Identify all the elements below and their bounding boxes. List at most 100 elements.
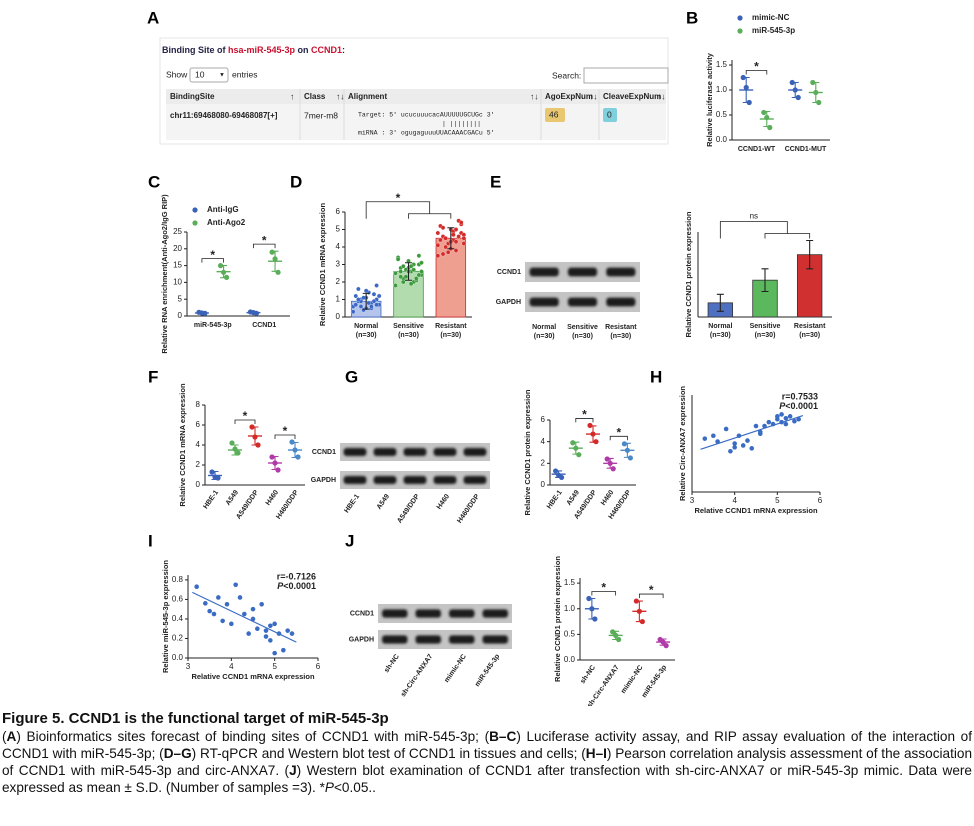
page-size-select[interactable] [189, 67, 229, 83]
y-tick-label: 20 [173, 244, 182, 253]
legend-swatch [737, 15, 743, 21]
x-tick-sublabel: (n=30) [755, 332, 776, 339]
caption-panel: B–C [489, 729, 517, 744]
point [356, 297, 361, 302]
x-tick-label: Normal [708, 323, 732, 330]
y-tick-label: 6 [336, 207, 341, 216]
point [233, 582, 238, 588]
point [242, 611, 247, 617]
header[interactable]: AgoExpNum [545, 92, 593, 101]
blot-band [567, 267, 598, 277]
x-tick-sublabel: (n=30) [440, 332, 461, 339]
x-tick-label: 6 [316, 662, 321, 671]
blot-band [482, 635, 508, 644]
point [775, 414, 780, 419]
x-tick-sublabel: (n=30) [710, 332, 731, 339]
x-tick-label: A549 [225, 489, 240, 507]
pairing: | |||||||| [442, 121, 481, 128]
x-tick-label: Sensitive [750, 323, 781, 330]
header[interactable]: Alignment [348, 92, 387, 101]
blot-lane-label: H460 [436, 493, 451, 511]
legend-swatch [192, 207, 198, 213]
point [371, 298, 377, 304]
blot-band [373, 476, 397, 484]
significance-label: * [283, 424, 288, 438]
y-tick-label: 3 [336, 260, 341, 269]
y-tick-label: 25 [173, 227, 182, 236]
point [416, 272, 422, 278]
point [711, 433, 716, 439]
search-box[interactable] [583, 67, 669, 84]
point [796, 416, 801, 422]
y-tick-label: 6 [196, 420, 201, 429]
error-bar [588, 597, 596, 620]
blot-row-label: GAPDH [311, 477, 336, 484]
point [435, 253, 441, 258]
header[interactable]: BindingSite [170, 92, 215, 101]
title-part: Binding Site of [162, 45, 228, 55]
blot-band [529, 267, 559, 277]
point [783, 415, 789, 421]
bracket [274, 434, 296, 439]
point [289, 631, 295, 636]
point [363, 288, 369, 293]
point [350, 309, 356, 314]
point [207, 608, 212, 614]
point [414, 276, 419, 281]
header[interactable]: Class [304, 92, 326, 101]
panel-letter: B [686, 8, 698, 27]
point [702, 436, 708, 441]
y-axis-label: Relative CCND1 mRNA expression [318, 203, 327, 327]
blot-lane-label: miR-545-3p [474, 653, 501, 688]
point [203, 601, 208, 606]
blot-lane-sublabel: (n=30) [572, 333, 593, 340]
blot-band [529, 297, 559, 307]
point [403, 274, 409, 279]
point [435, 242, 441, 248]
significance-label: * [210, 248, 215, 262]
blot-band [382, 609, 408, 618]
legend-label: miR-545-3p [752, 26, 795, 35]
table-title: Binding Site of hsa-miR-545-3p on CCND1: [162, 45, 345, 55]
sub-bracket [408, 213, 452, 219]
y-tick-label: 6 [541, 415, 546, 424]
ago-badge [545, 108, 565, 122]
point [440, 225, 446, 230]
legend-swatch [737, 28, 743, 34]
chart: D 0 1 2 3 4 5 6 Relative CCND1 mRNA expression No… [290, 172, 472, 339]
error-bar [251, 426, 259, 446]
error-bar [806, 239, 814, 270]
blot-band [415, 609, 441, 618]
entries-label: entries [232, 69, 258, 79]
caption-text: <0.05.. [333, 780, 376, 795]
caption-panel: D–G [163, 746, 192, 761]
x-tick-label: Sensitive [393, 323, 424, 330]
y-tick-label: 1.5 [716, 60, 728, 69]
blot-lane-label: Resistant [605, 324, 637, 331]
bracket [609, 435, 628, 441]
x-tick-label: HBE-1 [546, 489, 564, 510]
blot-lane-label: sh-Circ-ANXA7 [400, 653, 435, 698]
x-tick-label: 6 [818, 496, 823, 505]
significance-label: * [396, 191, 401, 205]
point [211, 611, 217, 617]
point [276, 631, 282, 636]
panel-letter: J [345, 531, 354, 550]
blot-strip [378, 630, 512, 649]
x-tick-label: CCND1 [252, 322, 276, 329]
error-bar [589, 425, 597, 443]
point [259, 601, 264, 607]
caption-text: ) Pearson correlation analysis assessmen… [2, 746, 972, 778]
point [272, 621, 277, 627]
header[interactable]: CleaveExpNum [603, 92, 661, 101]
point [753, 423, 759, 429]
r-value: r=0.7533 [782, 391, 818, 401]
x-tick-label: CCND1-MUT [785, 146, 827, 153]
blot-lane-label: A549/DDP [396, 493, 421, 525]
point [453, 227, 459, 232]
point [445, 249, 451, 255]
point [220, 618, 225, 624]
point [438, 237, 443, 243]
